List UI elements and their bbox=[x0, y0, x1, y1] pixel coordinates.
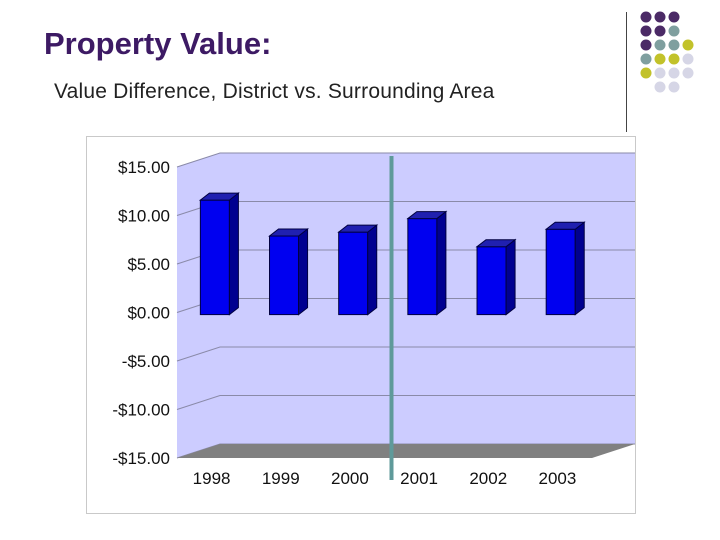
y-tick-label: $10.00 bbox=[118, 207, 170, 226]
bar-top-2000 bbox=[337, 224, 379, 233]
bar-1999 bbox=[269, 235, 300, 316]
decorative-dot bbox=[668, 11, 680, 23]
bar-top-2003 bbox=[544, 221, 586, 230]
plot-floor bbox=[177, 444, 635, 458]
x-tick-label: 2003 bbox=[539, 469, 577, 488]
decorative-dot bbox=[640, 67, 652, 79]
gridline bbox=[176, 152, 635, 168]
bar-chart: $15.00 $10.00 $5.00 $0.00 -$5.00 -$10.00 -$15.… bbox=[112, 152, 635, 488]
y-tick-label: -$15.00 bbox=[112, 449, 170, 468]
decorative-dot bbox=[654, 11, 666, 23]
decorative-dot bbox=[668, 81, 680, 93]
y-tick-label: $0.00 bbox=[127, 304, 170, 323]
bar-side-1999 bbox=[298, 228, 309, 316]
bar-side-2001 bbox=[436, 210, 447, 316]
decorative-dot bbox=[682, 67, 694, 79]
slide-subtitle: Value Difference, District vs. Surroundi… bbox=[54, 80, 495, 103]
bar-1998 bbox=[199, 199, 230, 316]
bar-2001 bbox=[407, 218, 438, 316]
gridline bbox=[176, 346, 635, 362]
x-tick-label: 2000 bbox=[331, 469, 369, 488]
x-tick-label: 1999 bbox=[262, 469, 300, 488]
decorative-dot bbox=[654, 81, 666, 93]
bar-top-1999 bbox=[268, 228, 310, 237]
decorative-dot bbox=[654, 67, 666, 79]
header-divider-line bbox=[626, 12, 627, 132]
bar-top-1998 bbox=[198, 192, 240, 201]
chart-frame: $15.00 $10.00 $5.00 $0.00 -$5.00 -$10.00 -$15.… bbox=[86, 136, 636, 514]
slide-title: Property Value: bbox=[44, 26, 272, 61]
decorative-dot bbox=[654, 53, 666, 65]
decorative-dot bbox=[668, 39, 680, 51]
bar-side-2000 bbox=[367, 224, 378, 316]
bar-2002 bbox=[476, 246, 507, 316]
decorative-dot bbox=[640, 25, 652, 37]
decorative-dot bbox=[682, 53, 694, 65]
decorative-dot bbox=[640, 11, 652, 23]
gridline bbox=[176, 395, 635, 410]
y-tick-label: $15.00 bbox=[118, 158, 170, 177]
decorative-dot bbox=[654, 39, 666, 51]
bar-side-2002 bbox=[505, 238, 516, 316]
decorative-dot bbox=[640, 39, 652, 51]
x-tick-label: 1998 bbox=[193, 469, 231, 488]
y-tick-label: $5.00 bbox=[127, 255, 170, 274]
bar-top-2001 bbox=[406, 211, 448, 220]
bar-2003 bbox=[545, 228, 576, 316]
x-tick-label: 2002 bbox=[469, 469, 507, 488]
x-tick-label: 2001 bbox=[400, 469, 438, 488]
y-tick-label: -$10.00 bbox=[112, 401, 170, 420]
bar-2000 bbox=[338, 231, 369, 316]
bar-top-2002 bbox=[475, 239, 517, 248]
decorative-dot-grid bbox=[640, 11, 694, 93]
decorative-dot bbox=[668, 25, 680, 37]
decorative-dot bbox=[668, 67, 680, 79]
bar-side-1998 bbox=[228, 192, 239, 316]
decorative-dot bbox=[640, 53, 652, 65]
decorative-dot bbox=[682, 39, 694, 51]
decorative-dot bbox=[654, 25, 666, 37]
decorative-dot bbox=[668, 53, 680, 65]
y-tick-label: -$5.00 bbox=[122, 352, 170, 371]
bar-side-2003 bbox=[574, 221, 585, 316]
